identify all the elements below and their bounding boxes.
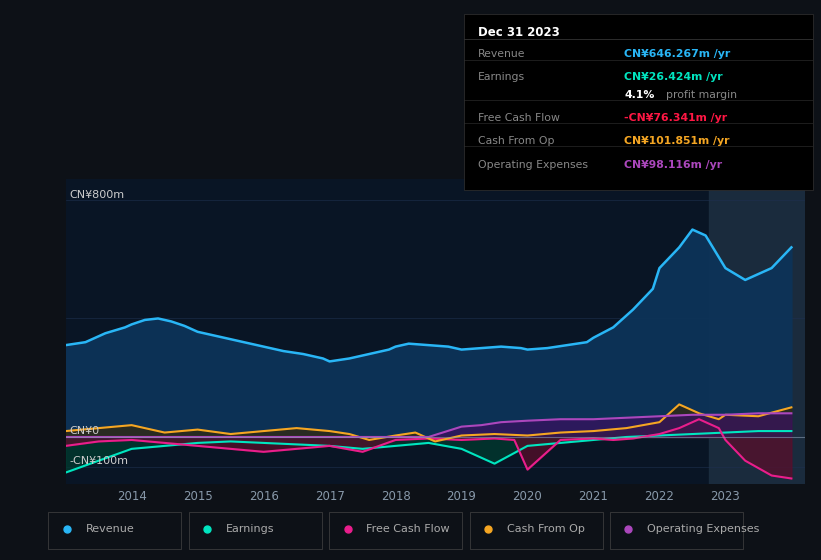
- Text: profit margin: profit margin: [667, 90, 737, 100]
- Text: Earnings: Earnings: [478, 72, 525, 82]
- Text: Cash From Op: Cash From Op: [507, 524, 585, 534]
- Text: CN¥26.424m /yr: CN¥26.424m /yr: [624, 72, 723, 82]
- Text: CN¥0: CN¥0: [69, 426, 99, 436]
- Text: Revenue: Revenue: [478, 49, 525, 59]
- Text: CN¥800m: CN¥800m: [69, 190, 124, 200]
- Text: -CN¥76.341m /yr: -CN¥76.341m /yr: [624, 113, 727, 123]
- Text: -CN¥100m: -CN¥100m: [69, 456, 128, 466]
- Text: Free Cash Flow: Free Cash Flow: [478, 113, 560, 123]
- FancyBboxPatch shape: [610, 512, 743, 549]
- FancyBboxPatch shape: [189, 512, 322, 549]
- Text: Cash From Op: Cash From Op: [478, 136, 554, 146]
- Text: CN¥646.267m /yr: CN¥646.267m /yr: [624, 49, 731, 59]
- Text: Operating Expenses: Operating Expenses: [647, 524, 759, 534]
- FancyBboxPatch shape: [48, 512, 181, 549]
- Text: 4.1%: 4.1%: [624, 90, 654, 100]
- Text: Free Cash Flow: Free Cash Flow: [366, 524, 450, 534]
- FancyBboxPatch shape: [464, 14, 813, 190]
- Text: CN¥98.116m /yr: CN¥98.116m /yr: [624, 160, 722, 170]
- Text: Revenue: Revenue: [85, 524, 134, 534]
- FancyBboxPatch shape: [329, 512, 462, 549]
- Text: CN¥101.851m /yr: CN¥101.851m /yr: [624, 136, 730, 146]
- Text: Earnings: Earnings: [226, 524, 274, 534]
- Bar: [709, 179, 805, 484]
- Text: Dec 31 2023: Dec 31 2023: [478, 26, 560, 39]
- Text: Operating Expenses: Operating Expenses: [478, 160, 588, 170]
- FancyBboxPatch shape: [470, 512, 603, 549]
